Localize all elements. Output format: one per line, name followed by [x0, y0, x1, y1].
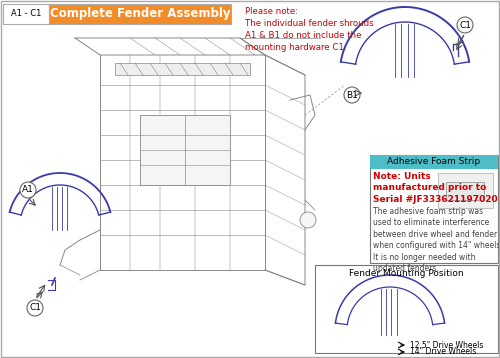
- Text: The adhesive foam strip was
used to eliminate interference
between drive wheel a: The adhesive foam strip was used to elim…: [373, 207, 500, 273]
- FancyBboxPatch shape: [438, 173, 493, 208]
- Circle shape: [27, 300, 43, 316]
- Text: Please note:
The individual fender shrouds
A1 & B1 do not include the
mounting h: Please note: The individual fender shrou…: [245, 7, 374, 53]
- FancyBboxPatch shape: [3, 4, 49, 24]
- FancyBboxPatch shape: [370, 155, 498, 169]
- Text: A1: A1: [22, 185, 34, 194]
- Text: 14" Drive Wheels: 14" Drive Wheels: [410, 348, 476, 357]
- Text: C1: C1: [459, 20, 471, 29]
- Circle shape: [300, 212, 316, 228]
- Text: A1 - C1: A1 - C1: [11, 10, 41, 19]
- Text: 12.5" Drive Wheels: 12.5" Drive Wheels: [410, 340, 484, 349]
- Text: Note: Units
manufactured prior to
Serial #JF333621197020: Note: Units manufactured prior to Serial…: [373, 172, 498, 204]
- Text: Fender Mounting Position: Fender Mounting Position: [349, 270, 464, 279]
- Text: B1: B1: [346, 91, 358, 100]
- FancyBboxPatch shape: [315, 265, 498, 353]
- FancyBboxPatch shape: [446, 182, 484, 200]
- FancyBboxPatch shape: [115, 63, 250, 75]
- Circle shape: [20, 182, 36, 198]
- Circle shape: [457, 17, 473, 33]
- Text: C1: C1: [29, 304, 41, 313]
- Text: Adhesive Foam Strip: Adhesive Foam Strip: [388, 158, 480, 166]
- FancyBboxPatch shape: [49, 4, 231, 24]
- FancyBboxPatch shape: [370, 155, 498, 263]
- FancyBboxPatch shape: [140, 115, 230, 185]
- Circle shape: [344, 87, 360, 103]
- Text: Complete Fender Assembly: Complete Fender Assembly: [50, 8, 230, 20]
